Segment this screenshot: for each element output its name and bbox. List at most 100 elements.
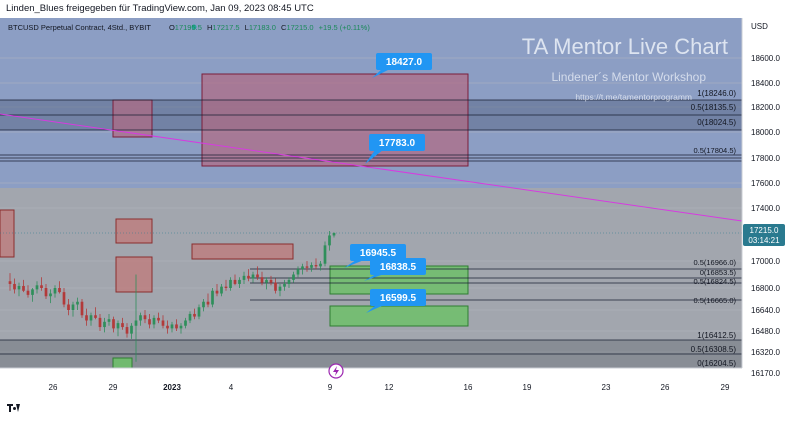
footer <box>0 398 800 421</box>
x-tick-label: 9 <box>328 383 333 392</box>
lightning-icon[interactable] <box>328 363 344 379</box>
low-value: 17183.0 <box>249 23 276 32</box>
fib-labels: 1(18246.0) 0.5(18135.5) 0(18024.5) 1(16412.… <box>691 89 737 368</box>
candle <box>287 279 291 284</box>
candle <box>53 288 57 294</box>
price-axis[interactable] <box>742 18 800 368</box>
x-tick-label: 29 <box>109 383 118 392</box>
candle <box>107 319 111 322</box>
candle <box>238 279 241 284</box>
candle <box>229 279 232 288</box>
candle <box>233 279 237 284</box>
candle <box>26 290 30 295</box>
currency-label: USD <box>751 22 768 31</box>
price-callout: 17783.0 <box>365 134 425 164</box>
candle <box>152 317 156 325</box>
x-tick-label: 4 <box>229 383 234 392</box>
supply-zone <box>115 256 153 293</box>
candle <box>31 289 34 295</box>
callout-label: 16838.5 <box>380 262 417 273</box>
level-lines <box>0 99 742 369</box>
chart[interactable]: 1(18246.0) 0.5(18135.5) 0(18024.5) 1(16412.… <box>0 18 800 398</box>
price-callout: 16945.5 <box>344 244 406 268</box>
callout-box <box>370 289 426 306</box>
candle <box>94 315 97 318</box>
candle <box>220 286 223 294</box>
candle <box>256 274 259 278</box>
candles <box>8 230 336 362</box>
candle <box>35 285 39 290</box>
close-label: C <box>281 23 287 32</box>
callout-label: 16945.5 <box>360 248 397 259</box>
candle <box>62 292 66 305</box>
candle <box>13 283 16 290</box>
watermark-title: TA Mentor Live Chart <box>522 34 728 59</box>
callout-pointer <box>344 260 364 268</box>
last-price-countdown: 03:14:21 <box>748 236 780 245</box>
candle <box>85 315 88 321</box>
callout-pointer <box>365 150 383 164</box>
y-tick-label: 16640.0 <box>751 306 780 315</box>
candle <box>328 235 331 246</box>
low-label: L <box>245 23 249 32</box>
candle <box>166 325 169 329</box>
price-callout: 16838.5 <box>364 258 426 281</box>
supply-zone <box>115 218 153 244</box>
candle <box>224 286 228 288</box>
y-tick-label: 16170.0 <box>751 369 780 378</box>
time-axis[interactable] <box>0 368 742 398</box>
last-price-tag: 17215.0 03:14:21 <box>743 224 785 246</box>
candle <box>112 319 115 329</box>
price-callout: 18427.0 <box>372 53 432 78</box>
fib-label: 0(16204.5) <box>697 359 736 368</box>
candle <box>197 307 201 317</box>
symbol-name: BTCUSD Perpetual Contract, 4Std., BYBIT <box>8 23 151 32</box>
price-callout: 16599.5 <box>366 289 426 313</box>
x-tick-label: 26 <box>661 383 670 392</box>
supply-zone <box>191 243 294 260</box>
candle <box>305 266 309 268</box>
watermark-link: https://t.me/tamentorprogramm <box>575 92 692 102</box>
candle <box>296 269 300 275</box>
x-tick-label: 2023 <box>163 383 181 392</box>
y-tick-labels: 18600.0 18400.0 18200.0 18000.0 17800.0 17600… <box>751 54 780 378</box>
candle <box>139 315 142 321</box>
close-value: 17215.0 <box>286 23 313 32</box>
x-tick-label: 16 <box>464 383 473 392</box>
open-label: O <box>169 23 175 32</box>
callout-label: 16599.5 <box>380 293 417 304</box>
last-price-value: 17215.0 <box>750 226 779 235</box>
candle <box>134 320 138 326</box>
candle <box>103 321 106 328</box>
fib-label: 0.5(16665.0) <box>693 296 736 305</box>
tradingview-logo-icon <box>7 404 21 413</box>
candle <box>211 290 214 305</box>
candle <box>143 315 147 320</box>
y-tick-label: 17000.0 <box>751 257 780 266</box>
symbol-status-dot <box>191 24 197 30</box>
y-tick-label: 16800.0 <box>751 284 780 293</box>
candle <box>310 265 313 268</box>
fib-label: 1(16412.5) <box>697 331 736 340</box>
candle <box>8 281 12 284</box>
candle <box>121 323 124 328</box>
candle <box>130 325 133 334</box>
candle <box>193 313 196 317</box>
tradingview-logo[interactable] <box>7 404 21 413</box>
fib-label: 0(16853.5) <box>700 268 737 277</box>
candle <box>332 233 336 236</box>
fib-label: 0.5(16966.0) <box>693 258 736 267</box>
candle <box>260 277 264 283</box>
callout-pointer <box>366 305 384 313</box>
candle <box>269 279 273 283</box>
y-tick-label: 17600.0 <box>751 179 780 188</box>
candle <box>89 315 93 321</box>
callout-label: 18427.0 <box>386 57 423 68</box>
fib-label: 0(18024.5) <box>697 118 736 127</box>
y-tick-label: 16320.0 <box>751 348 780 357</box>
symbol-legend[interactable]: BTCUSD Perpetual Contract, 4Std., BYBIT … <box>8 23 370 32</box>
candle <box>251 274 255 279</box>
candle <box>148 319 151 325</box>
y-tick-label: 16480.0 <box>751 327 780 336</box>
fib-label: 0.5(17804.5) <box>693 146 736 155</box>
